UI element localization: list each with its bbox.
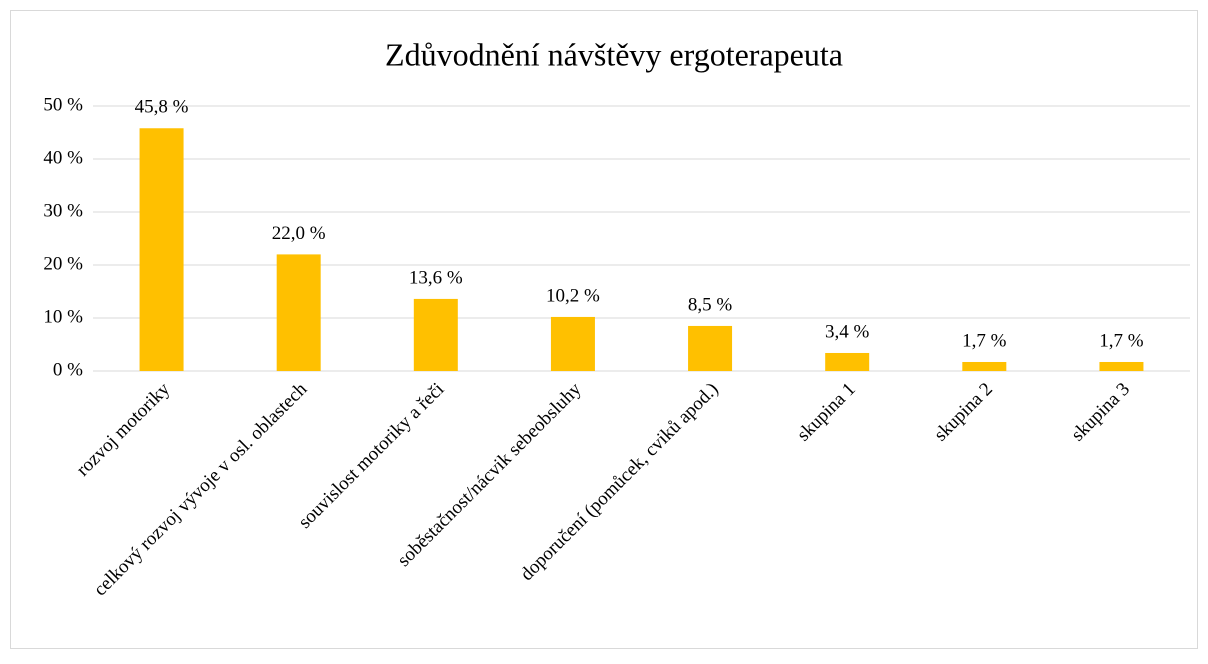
y-tick-label: 20 %	[43, 253, 83, 274]
data-label: 3,4 %	[825, 321, 870, 342]
y-tick-label: 0 %	[53, 359, 83, 380]
data-label: 10,2 %	[546, 285, 600, 306]
bar	[962, 361, 1007, 371]
data-label: 1,7 %	[1099, 330, 1144, 351]
bar	[825, 352, 870, 371]
data-label: 45,8 %	[135, 97, 189, 118]
data-label: 22,0 %	[272, 223, 326, 244]
data-label: 1,7 %	[962, 330, 1007, 351]
chart-border	[10, 10, 1198, 649]
bar	[413, 298, 458, 371]
bar	[688, 325, 733, 371]
y-tick-label: 50 %	[43, 94, 83, 115]
y-tick-label: 40 %	[43, 147, 83, 168]
y-tick-label: 30 %	[43, 200, 83, 221]
data-label: 8,5 %	[688, 294, 733, 315]
bar	[139, 128, 184, 371]
data-label: 13,6 %	[409, 267, 463, 288]
chart-title: Zdůvodnění návštěvy ergoterapeuta	[385, 36, 843, 72]
bar	[276, 254, 321, 371]
bar	[1099, 361, 1144, 371]
y-tick-label: 10 %	[43, 306, 83, 327]
bar	[550, 316, 595, 371]
